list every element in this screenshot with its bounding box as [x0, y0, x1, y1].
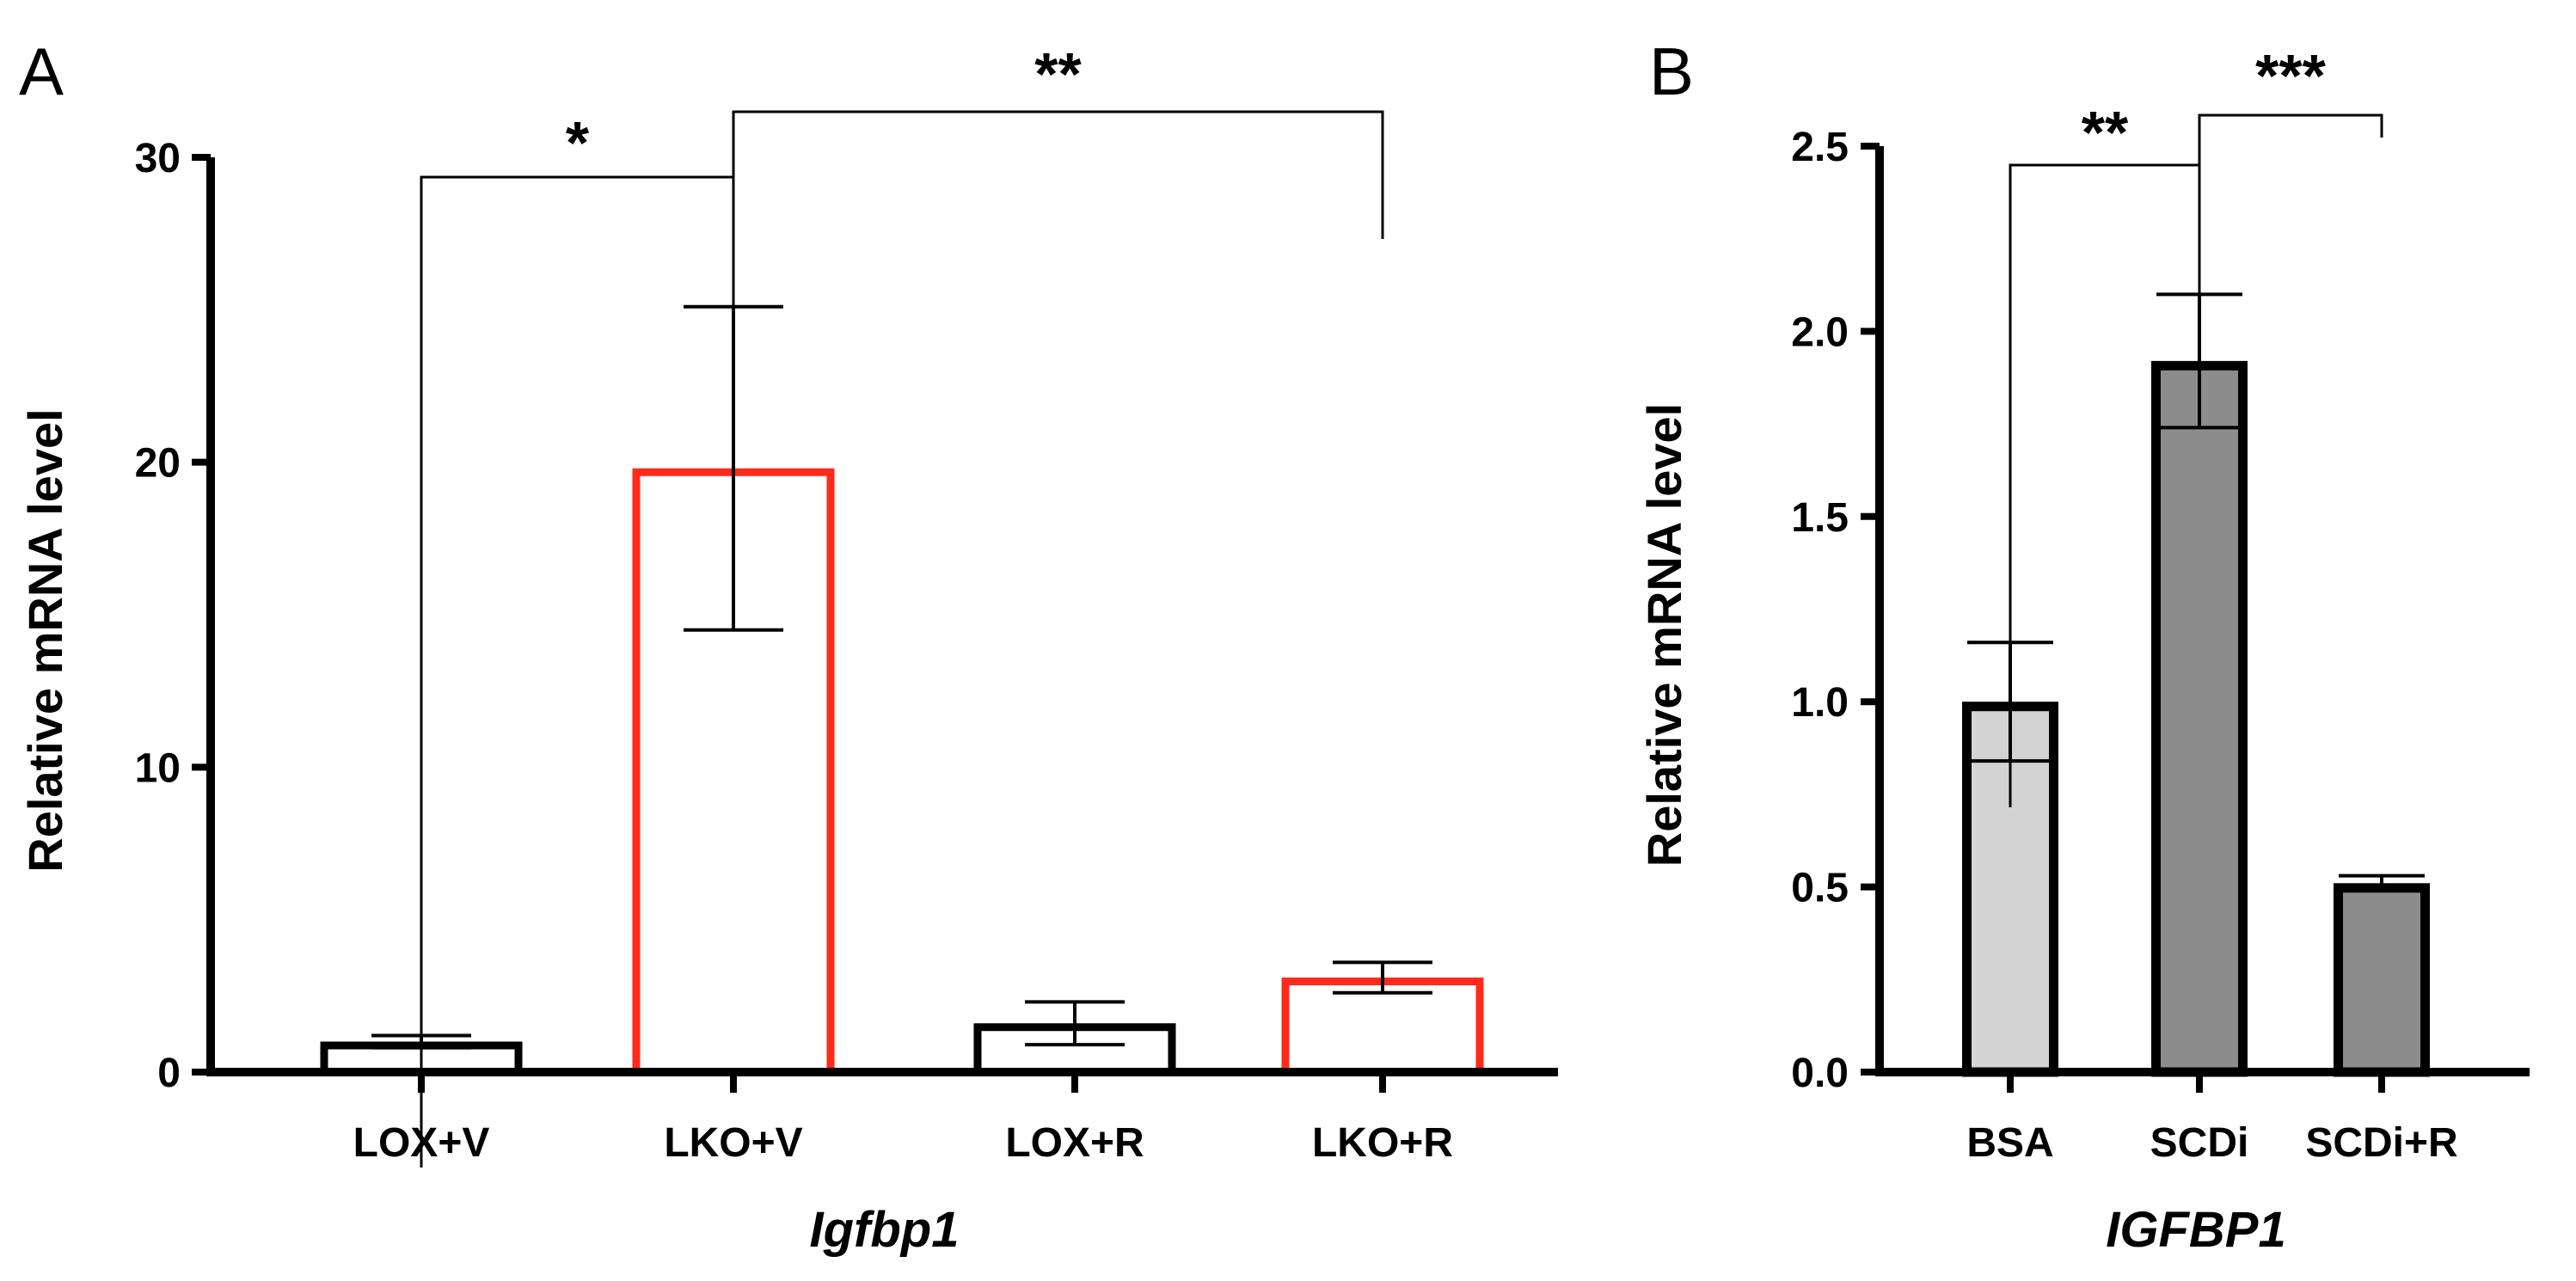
- panel-b-significance-label-2: ***: [2255, 42, 2326, 109]
- panel-b-significance-bracket-1: **: [2009, 99, 2201, 807]
- panel-b-y-tick-label-0-0: 0.0: [1791, 1051, 1849, 1096]
- panel-a-significance-label-2: **: [1034, 40, 1082, 107]
- panel-b-y-tick-label-1-0: 1.0: [1791, 680, 1849, 726]
- panel-b-significance-bracket-2: ***: [2198, 42, 2383, 165]
- panel-b-x-axis-title: IGFBP1: [2106, 1202, 2286, 1258]
- panel-a-significance-label-1: *: [566, 109, 590, 176]
- panel-a-bar-lko-r: [1281, 978, 1484, 1076]
- panel-b-significance-line-1: [2009, 163, 2201, 807]
- panel-b-y-tick-label-1-5: 1.5: [1791, 495, 1849, 541]
- panel-b-y-tick-label-2-0: 2.0: [1791, 310, 1849, 355]
- panel-a-y-tick-label-0: 0: [157, 1051, 181, 1096]
- panel-a-y-tick-label-20: 20: [135, 441, 181, 487]
- panel-a-significance-bracket-2: **: [732, 40, 1384, 361]
- panel-a-x-tick-label-lox-r: LOX+R: [1005, 1120, 1144, 1166]
- panel-b-bar-scdi: [2151, 360, 2248, 1077]
- panel-a-label: A: [19, 34, 64, 109]
- panel-b-x-tick-label-scdi: SCDi: [2150, 1120, 2249, 1166]
- panel-b-x-tick-label-bsa: BSA: [1966, 1120, 2053, 1166]
- panel-a-y-axis-title: Relative mRNA level: [18, 408, 72, 873]
- panel-b-significance-line-2: [2198, 113, 2383, 165]
- panel-a-y-tick-label-30: 30: [135, 136, 181, 181]
- panel-a-x-tick-label-lko-v: LKO+V: [664, 1120, 802, 1166]
- panel-a-error-bar-lox-r: [1025, 1000, 1125, 1047]
- panel-a-error-bar-lko-r: [1333, 960, 1432, 995]
- panel-a-x-tick-label-lko-r: LKO+R: [1312, 1120, 1453, 1166]
- panel-b-y-tick-label-0-5: 0.5: [1791, 866, 1849, 911]
- panel-a-x-axis-title: Igfbp1: [810, 1202, 960, 1258]
- panel-b-bar-scdi-r: [2334, 883, 2430, 1077]
- panel-b-label: B: [1649, 34, 1694, 109]
- panel-b-significance-label-1: **: [2082, 99, 2129, 166]
- panel-b-error-bar-scdi-r: [2339, 873, 2425, 892]
- panel-b-x-tick-label-scdi-r: SCDi+R: [2305, 1120, 2457, 1166]
- panel-b-y-tick-label-2-5: 2.5: [1791, 125, 1849, 170]
- chart-b: 0.0 0.5 1.0 1.5 2.0 2.5 BSA SCDi SCDi+R Relative …: [1637, 42, 2530, 1258]
- panel-a-y-tick-label-10: 10: [135, 745, 181, 791]
- panel-b-y-axis-title: Relative mRNA level: [1637, 403, 1691, 867]
- panel-a-significance-line-2: [732, 110, 1384, 361]
